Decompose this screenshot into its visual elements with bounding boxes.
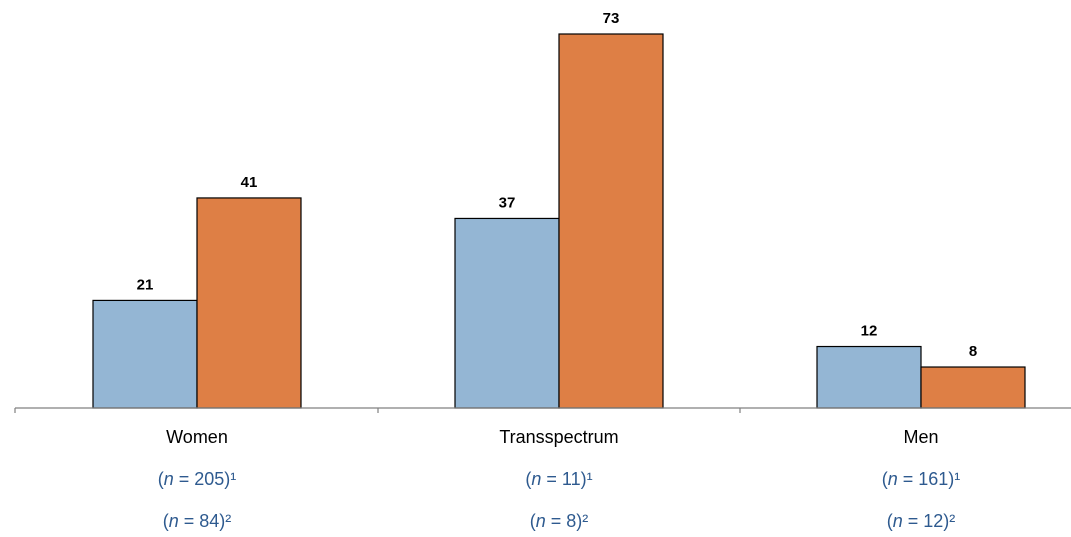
sample-size-segment: ( (530, 511, 536, 531)
value-label: 73 (603, 10, 620, 27)
value-label: 21 (137, 276, 154, 293)
sample-size-label-2: (n = 8)² (530, 511, 589, 531)
value-label: 8 (969, 343, 977, 360)
sample-size-segment: n (888, 469, 898, 489)
value-label: 41 (241, 174, 258, 191)
sample-size-segment: n (164, 469, 174, 489)
sample-size-label-2: (n = 84)² (163, 511, 232, 531)
sample-size-label-1: (n = 161)¹ (882, 469, 961, 489)
bar-women-series-2 (196, 197, 302, 409)
sample-size-segment: ( (525, 469, 531, 489)
sample-size-segment: = 161)¹ (898, 469, 961, 489)
bar-men-series-2 (920, 366, 1026, 409)
bar-transspectrum-series-2 (558, 33, 664, 409)
sample-size-segment: n (169, 511, 179, 531)
bar-women-series-1 (92, 299, 198, 409)
value-label: 12 (861, 323, 878, 340)
sample-size-segment: ( (158, 469, 164, 489)
sample-size-segment: n (893, 511, 903, 531)
category-label: Men (903, 427, 938, 447)
sample-size-segment: = 205)¹ (174, 469, 237, 489)
sample-size-segment: ( (163, 511, 169, 531)
sample-size-segment: = 12)² (903, 511, 956, 531)
sample-size-segment: = 11)¹ (541, 469, 592, 489)
category-label: Women (166, 427, 228, 447)
sample-size-label-1: (n = 11)¹ (525, 469, 592, 489)
value-label: 37 (499, 194, 516, 211)
sample-size-label-1: (n = 205)¹ (158, 469, 237, 489)
sample-size-segment: n (531, 469, 541, 489)
bars-layer (92, 33, 1026, 409)
x-axis (14, 407, 1071, 413)
bar-men-series-1 (816, 345, 922, 409)
sample-size-segment: ( (882, 469, 888, 489)
sample-size-segment: = 8)² (546, 511, 589, 531)
category-label: Transspectrum (499, 427, 618, 447)
sample-size-segment: n (536, 511, 546, 531)
sample-size-label-2: (n = 12)² (887, 511, 956, 531)
bar-transspectrum-series-1 (454, 217, 560, 409)
sample-size-segment: = 84)² (179, 511, 232, 531)
sample-size-segment: ( (887, 511, 893, 531)
